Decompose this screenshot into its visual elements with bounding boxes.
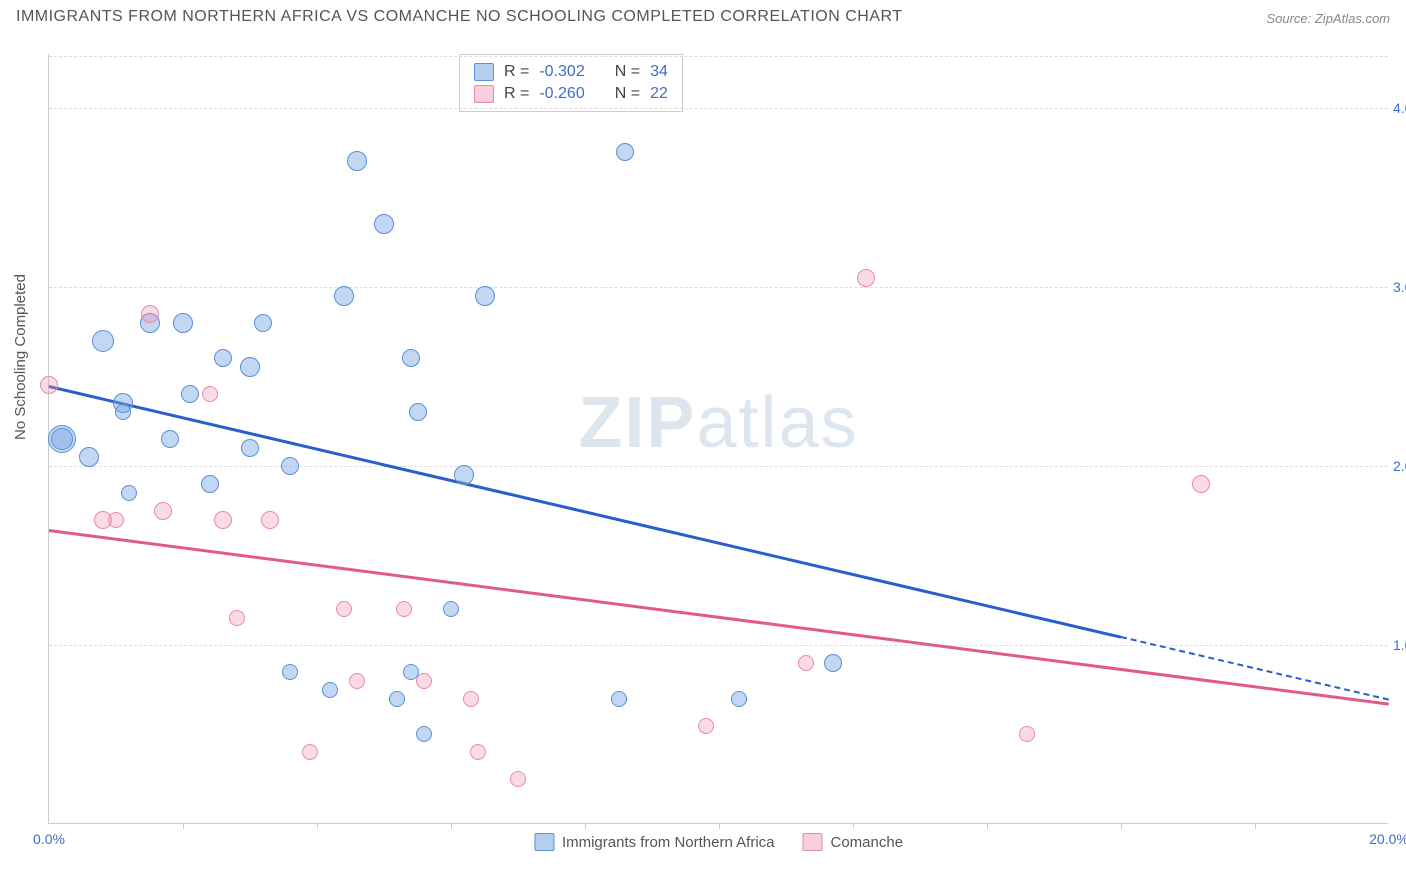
data-point [40,376,58,394]
data-point [396,601,412,617]
gridline [49,287,1388,288]
data-point [240,357,260,377]
r-label: R = [504,85,529,103]
y-axis-label: No Schooling Completed [12,274,29,440]
y-tick-label: 2.0% [1393,458,1406,474]
data-point [416,673,432,689]
n-label: N = [615,85,640,103]
chart-plot-area: ZIPatlas R = -0.302 N = 34 R = -0.260 N … [48,54,1388,824]
data-point [698,718,714,734]
data-point [443,601,459,617]
chart-title: IMMIGRANTS FROM NORTHERN AFRICA VS COMAN… [16,8,903,26]
data-point [141,305,159,323]
data-point [463,691,479,707]
y-tick-label: 3.0% [1393,279,1406,295]
data-point [161,430,179,448]
data-point [181,385,199,403]
x-minor-tick [585,823,586,829]
gridline [49,466,1388,467]
data-point [51,428,73,450]
x-minor-tick [451,823,452,829]
data-point [611,691,627,707]
data-point [229,610,245,626]
data-point [510,771,526,787]
r-value-1: -0.302 [539,63,584,81]
swatch-series-1 [474,63,494,81]
data-point [254,314,272,332]
swatch-icon [534,833,554,851]
watermark: ZIPatlas [578,382,858,464]
data-point [416,726,432,742]
correlation-legend: R = -0.302 N = 34 R = -0.260 N = 22 [459,54,683,112]
data-point [470,744,486,760]
swatch-icon [803,833,823,851]
series-legend: Immigrants from Northern Africa Comanche [534,833,903,851]
data-point [798,655,814,671]
legend-item-1: Immigrants from Northern Africa [534,833,775,851]
data-point [824,654,842,672]
data-point [92,330,114,352]
gridline [49,108,1388,109]
swatch-series-2 [474,85,494,103]
data-point [347,151,367,171]
x-minor-tick [183,823,184,829]
data-point [374,214,394,234]
data-point [154,502,172,520]
x-tick-label: 20.0% [1369,831,1406,847]
y-tick-label: 4.0% [1393,100,1406,116]
data-point [121,485,137,501]
data-point [389,691,405,707]
data-point [173,313,193,333]
data-point [282,664,298,680]
data-point [731,691,747,707]
legend-row-series-2: R = -0.260 N = 22 [474,83,668,105]
x-minor-tick [317,823,318,829]
x-minor-tick [719,823,720,829]
legend-label-2: Comanche [831,834,904,851]
n-value-2: 22 [650,85,668,103]
gridline [49,56,1388,57]
x-minor-tick [987,823,988,829]
data-point [475,286,495,306]
data-point [281,457,299,475]
r-label: R = [504,63,529,81]
data-point [108,512,124,528]
data-point [334,286,354,306]
x-minor-tick [1255,823,1256,829]
trend-line [49,529,1389,705]
source-label: Source: ZipAtlas.com [1266,11,1390,26]
x-minor-tick [853,823,854,829]
r-value-2: -0.260 [539,85,584,103]
data-point [302,744,318,760]
data-point [201,475,219,493]
data-point [1019,726,1035,742]
data-point [79,447,99,467]
data-point [261,511,279,529]
data-point [1192,475,1210,493]
n-value-1: 34 [650,63,668,81]
y-tick-label: 1.0% [1393,637,1406,653]
legend-item-2: Comanche [803,833,904,851]
data-point [409,403,427,421]
data-point [857,269,875,287]
data-point [214,511,232,529]
data-point [454,465,474,485]
data-point [402,349,420,367]
n-label: N = [615,63,640,81]
x-minor-tick [1121,823,1122,829]
data-point [202,386,218,402]
data-point [349,673,365,689]
x-tick-label: 0.0% [33,831,65,847]
data-point [616,143,634,161]
data-point [322,682,338,698]
data-point [241,439,259,457]
gridline [49,645,1388,646]
data-point [214,349,232,367]
data-point [115,404,131,420]
legend-label-1: Immigrants from Northern Africa [562,834,775,851]
legend-row-series-1: R = -0.302 N = 34 [474,61,668,83]
data-point [336,601,352,617]
